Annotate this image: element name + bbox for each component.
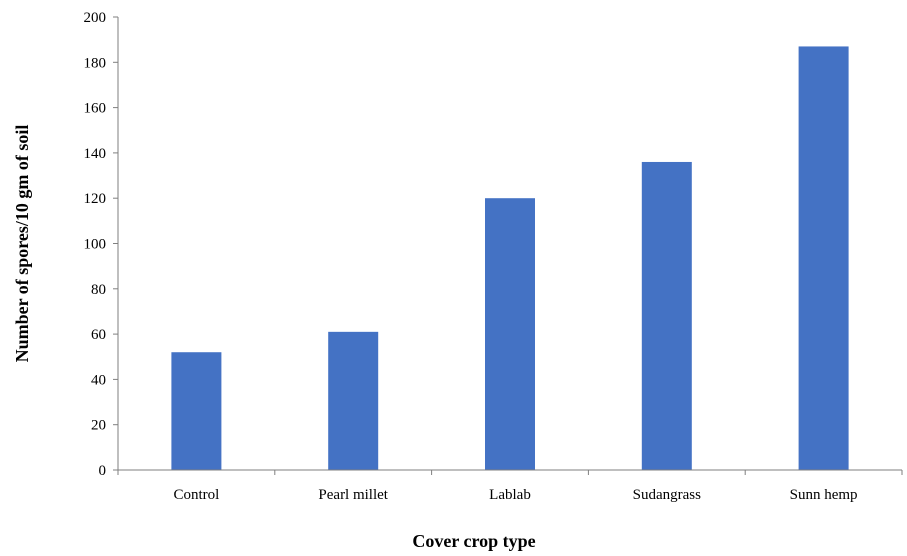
x-tick-label: Sunn hemp	[790, 487, 858, 503]
x-axis-title: Cover crop type	[412, 531, 535, 551]
x-axis-ticks: Control Pearl millet Lablab Sudangrass Sunn …	[118, 470, 902, 503]
y-tick-label: 40	[91, 372, 106, 388]
x-tick-label: Pearl millet	[318, 487, 388, 503]
x-tick-label: Sudangrass	[633, 487, 701, 503]
y-tick-label: 20	[91, 418, 106, 434]
bar-sunn-hemp	[799, 46, 849, 470]
x-tick-label: Lablab	[489, 487, 531, 503]
bars	[171, 46, 848, 470]
y-tick-label: 120	[84, 191, 107, 207]
x-tick-label: Control	[173, 487, 219, 503]
y-tick-label: 200	[84, 10, 107, 26]
bar-pearl-millet	[328, 332, 378, 470]
y-axis-ticks: 0 20 40 60 80 100 120 140 160 180 200	[84, 10, 119, 479]
bar-control	[171, 352, 221, 470]
y-axis-title: Number of spores/10 gm of soil	[12, 125, 32, 363]
y-tick-label: 0	[99, 463, 107, 479]
bar-sudangrass	[642, 162, 692, 470]
y-tick-label: 80	[91, 282, 106, 298]
bar-lablab	[485, 198, 535, 470]
y-tick-label: 140	[84, 146, 107, 162]
y-tick-label: 100	[84, 237, 107, 253]
y-tick-label: 180	[84, 55, 107, 71]
y-tick-label: 60	[91, 327, 106, 343]
y-tick-label: 160	[84, 101, 107, 117]
